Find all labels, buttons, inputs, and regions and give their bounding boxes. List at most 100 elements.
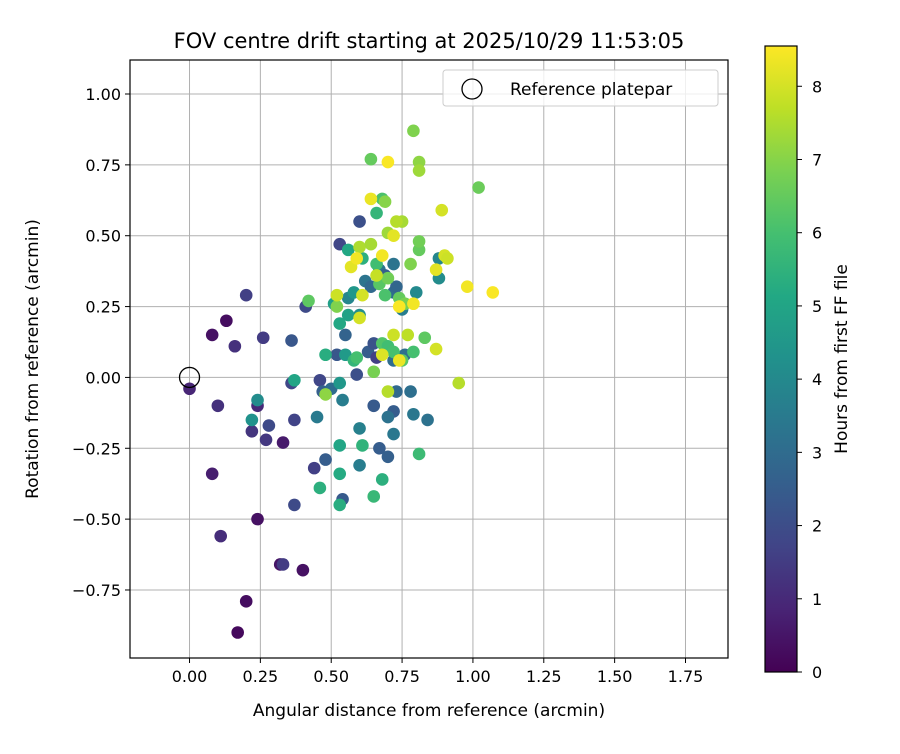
- y-tick-label: 0.75: [85, 156, 121, 175]
- data-points: [183, 124, 500, 639]
- data-point: [409, 286, 423, 299]
- data-point: [387, 427, 400, 441]
- data-point: [350, 368, 364, 381]
- x-tick-label: 1.25: [526, 667, 562, 686]
- data-point: [412, 447, 426, 461]
- data-point: [356, 439, 369, 452]
- data-point: [452, 376, 466, 390]
- colorbar-gradient: [764, 45, 798, 673]
- data-point: [412, 164, 426, 177]
- data-point: [276, 436, 290, 449]
- colorbar-tick-label: 8: [812, 77, 822, 96]
- y-tick-label: −0.50: [72, 510, 121, 529]
- x-tick-label: 0.25: [243, 667, 279, 686]
- data-point: [375, 348, 389, 362]
- data-point: [392, 354, 406, 367]
- y-tick-label: −0.25: [72, 439, 121, 458]
- y-tick-label: 0.25: [85, 298, 121, 317]
- colorbar-label: Hours from first FF file: [832, 264, 852, 454]
- data-point: [220, 314, 233, 328]
- data-point: [381, 155, 395, 169]
- reference-platepar-marker: [178, 366, 201, 389]
- data-point: [259, 433, 273, 447]
- data-point: [472, 181, 485, 194]
- legend: Reference platepar: [442, 69, 719, 107]
- data-point: [339, 328, 352, 342]
- data-point: [205, 467, 219, 481]
- data-point: [211, 399, 225, 413]
- colorbar-ticks: 0 1 2 3 4 5 6 7 8: [797, 77, 822, 682]
- data-point: [333, 467, 347, 481]
- data-point: [288, 373, 301, 387]
- data-point: [353, 240, 366, 254]
- data-point: [245, 413, 259, 427]
- data-point: [239, 288, 253, 302]
- data-point: [486, 286, 500, 299]
- data-point: [373, 441, 386, 455]
- legend-reference-marker: [461, 78, 483, 100]
- data-point: [404, 385, 417, 398]
- data-point: [404, 257, 417, 271]
- data-point: [319, 453, 332, 466]
- data-point: [353, 458, 366, 472]
- grid-lines: [130, 60, 728, 658]
- data-point: [364, 237, 378, 251]
- data-point: [214, 529, 227, 543]
- data-point: [350, 351, 364, 364]
- legend-label: Reference platepar: [510, 80, 672, 100]
- data-point: [367, 365, 381, 379]
- data-point: [364, 192, 378, 206]
- colorbar-tick-label: 4: [812, 370, 822, 389]
- data-point: [407, 124, 420, 138]
- data-point: [435, 203, 449, 217]
- data-point: [401, 328, 415, 342]
- data-point: [313, 373, 327, 387]
- data-point: [336, 393, 349, 407]
- data-point: [429, 342, 443, 356]
- x-axis-label: Angular distance from reference (arcmin): [253, 701, 605, 721]
- data-point: [245, 424, 259, 438]
- data-point: [310, 410, 324, 424]
- x-tick-label: 1.75: [668, 667, 704, 686]
- colorbar-tick-label: 3: [812, 443, 822, 462]
- data-point: [296, 563, 310, 577]
- data-point: [262, 419, 276, 432]
- data-point: [333, 317, 347, 330]
- data-point: [418, 331, 432, 345]
- data-point: [341, 243, 355, 257]
- data-point: [390, 215, 403, 228]
- data-point: [390, 280, 403, 294]
- y-tick-label: 0.50: [85, 227, 121, 246]
- data-point: [276, 558, 290, 571]
- data-point: [407, 407, 420, 421]
- data-point: [353, 215, 366, 228]
- y-axis-label: Rotation from reference (arcmin): [23, 219, 43, 499]
- data-point: [387, 328, 400, 342]
- colorbar-tick-label: 7: [812, 150, 822, 169]
- data-point: [333, 376, 347, 390]
- data-point: [441, 252, 454, 265]
- data-point: [228, 339, 242, 353]
- data-point: [367, 490, 381, 503]
- data-point: [205, 328, 219, 342]
- x-tick-label: 1.50: [597, 667, 633, 686]
- colorbar-tick-label: 1: [812, 590, 822, 609]
- data-point: [285, 334, 298, 347]
- data-point: [387, 257, 400, 271]
- data-point: [392, 300, 406, 313]
- colorbar: 0 1 2 3 4 5 6 7 8 Hours from first FF file: [764, 45, 852, 682]
- data-point: [375, 249, 389, 262]
- data-point: [381, 450, 395, 464]
- legend-box: [442, 69, 719, 107]
- data-point: [239, 595, 253, 608]
- data-point: [381, 385, 395, 398]
- data-point: [319, 348, 332, 362]
- y-axis-ticks: 1.00 0.75 0.50 0.25 0.00 −0.25 −0.50 −0.75: [72, 85, 130, 600]
- data-point: [387, 229, 400, 243]
- data-point: [370, 269, 383, 282]
- data-point: [364, 152, 378, 166]
- data-point: [460, 280, 474, 294]
- x-tick-label: 1.00: [455, 667, 491, 686]
